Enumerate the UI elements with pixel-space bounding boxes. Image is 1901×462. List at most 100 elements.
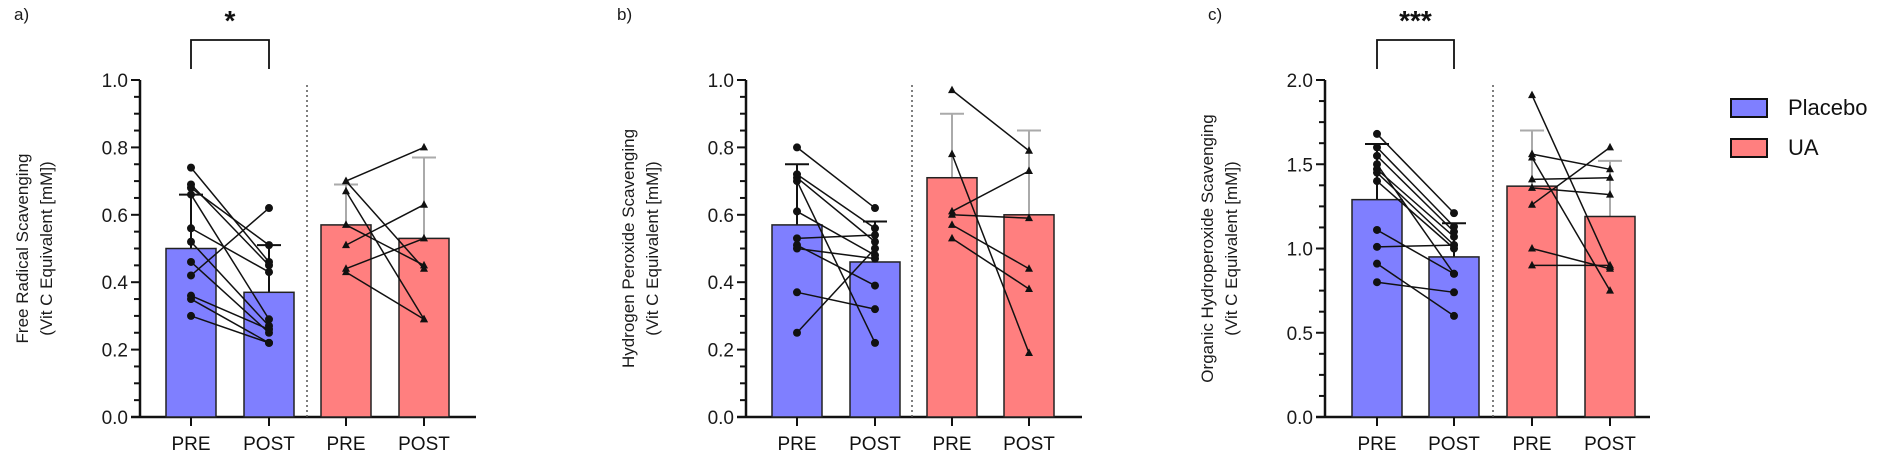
x-tick-label: PRE — [932, 434, 971, 455]
data-point-triangle — [1606, 142, 1614, 151]
data-point-circle — [265, 338, 273, 347]
data-point-circle — [871, 204, 879, 213]
y-tick-label: 0.4 — [708, 273, 735, 294]
y-axis-title: (Vit C Equivalent [mM]) — [37, 161, 56, 335]
y-tick-label: 0.5 — [1287, 324, 1313, 345]
subject-line — [1376, 180, 1455, 250]
data-point-triangle — [342, 220, 350, 228]
legend: Placebo UA — [1730, 88, 1868, 168]
subject-line — [796, 146, 876, 209]
subject-line — [190, 194, 270, 320]
subject-line — [1531, 176, 1611, 181]
subject-line — [1376, 155, 1455, 233]
data-point-circle — [793, 234, 801, 243]
subject-line — [796, 291, 876, 310]
x-tick-label: PRE — [1357, 434, 1396, 455]
data-point-triangle — [420, 314, 428, 323]
y-axis-title: Organic Hydroperoxide Scavenging — [1198, 114, 1217, 382]
data-point-circle — [1450, 241, 1458, 250]
subject-line — [1531, 187, 1611, 196]
data-point-circle — [871, 244, 879, 253]
x-tick-label: PRE — [1512, 434, 1551, 455]
data-point-triangle — [1528, 183, 1536, 191]
subject-line — [190, 298, 270, 344]
x-tick-label: POST — [1003, 434, 1055, 455]
data-point-triangle — [1025, 166, 1033, 174]
bar-ua-post — [1584, 215, 1636, 418]
y-tick-label: 2.0 — [1287, 71, 1313, 92]
data-point-circle — [793, 207, 801, 216]
subject-line — [190, 207, 270, 277]
subject-line — [345, 224, 425, 267]
data-point-triangle — [1528, 174, 1536, 183]
data-point-triangle — [948, 85, 956, 94]
bar-placebo-pre — [771, 224, 823, 418]
panel-label: c) — [1208, 5, 1222, 24]
subject-line — [951, 170, 1030, 213]
data-point-circle — [187, 237, 195, 246]
data-point-circle — [1373, 168, 1381, 177]
subject-line — [951, 89, 1030, 152]
subject-line — [1376, 163, 1455, 275]
subject-line — [345, 190, 425, 320]
data-point-circle — [1373, 278, 1381, 287]
subject-line — [1531, 146, 1611, 206]
subject-line — [190, 227, 270, 273]
data-point-triangle — [342, 176, 350, 185]
subject-line — [796, 247, 876, 260]
subject-line — [796, 210, 876, 256]
data-point-circle — [265, 315, 273, 324]
panel-label: b) — [617, 5, 632, 24]
data-point-triangle — [1606, 286, 1614, 294]
subject-line — [190, 187, 270, 246]
data-point-circle — [1450, 209, 1458, 218]
subject-line — [796, 180, 876, 344]
data-point-circle — [793, 244, 801, 253]
data-point-triangle — [1025, 146, 1033, 154]
legend-item-placebo: Placebo — [1730, 88, 1868, 128]
subject-line — [951, 153, 1030, 354]
data-point-circle — [793, 328, 801, 337]
subject-line — [1376, 168, 1455, 238]
y-tick-label: 0.4 — [102, 273, 129, 294]
subject-line — [1376, 172, 1455, 246]
subject-line — [796, 247, 876, 334]
data-point-circle — [187, 271, 195, 280]
data-point-triangle — [420, 142, 428, 151]
data-point-circle — [793, 143, 801, 152]
y-tick-label: 0.2 — [708, 341, 734, 362]
y-axis-title: (Vit C Equivalent [mM]) — [1222, 161, 1241, 335]
data-point-triangle — [420, 200, 428, 208]
y-tick-label: 0.0 — [708, 408, 734, 429]
significance-label: *** — [1399, 5, 1432, 36]
legend-label: Placebo — [1788, 95, 1868, 120]
x-tick-label: PRE — [777, 434, 816, 455]
data-point-circle — [265, 268, 273, 277]
data-point-circle — [187, 183, 195, 192]
y-tick-label: 0.0 — [1287, 408, 1313, 429]
y-tick-label: 0.6 — [708, 206, 734, 227]
y-tick-label: 1.5 — [1287, 155, 1313, 176]
data-point-circle — [265, 261, 273, 270]
data-point-circle — [265, 325, 273, 334]
data-point-circle — [1373, 242, 1381, 251]
data-point-triangle — [948, 233, 956, 242]
bar-placebo-post — [243, 291, 295, 418]
subject-line — [951, 224, 1030, 270]
data-point-circle — [871, 224, 879, 233]
subject-line — [190, 315, 270, 344]
data-point-triangle — [1528, 244, 1536, 252]
subject-line — [345, 204, 425, 246]
legend-item-ua: UA — [1730, 128, 1868, 168]
data-point-circle — [1373, 129, 1381, 138]
data-point-triangle — [1528, 90, 1536, 99]
data-point-circle — [1373, 177, 1381, 186]
y-tick-label: 1.0 — [708, 71, 734, 92]
data-point-triangle — [342, 240, 350, 249]
y-tick-label: 1.0 — [1287, 240, 1313, 261]
data-point-triangle — [1025, 348, 1033, 356]
subject-line — [190, 167, 270, 263]
data-point-circle — [1373, 225, 1381, 234]
y-tick-label: 0.8 — [102, 138, 128, 159]
subject-line — [796, 234, 876, 240]
